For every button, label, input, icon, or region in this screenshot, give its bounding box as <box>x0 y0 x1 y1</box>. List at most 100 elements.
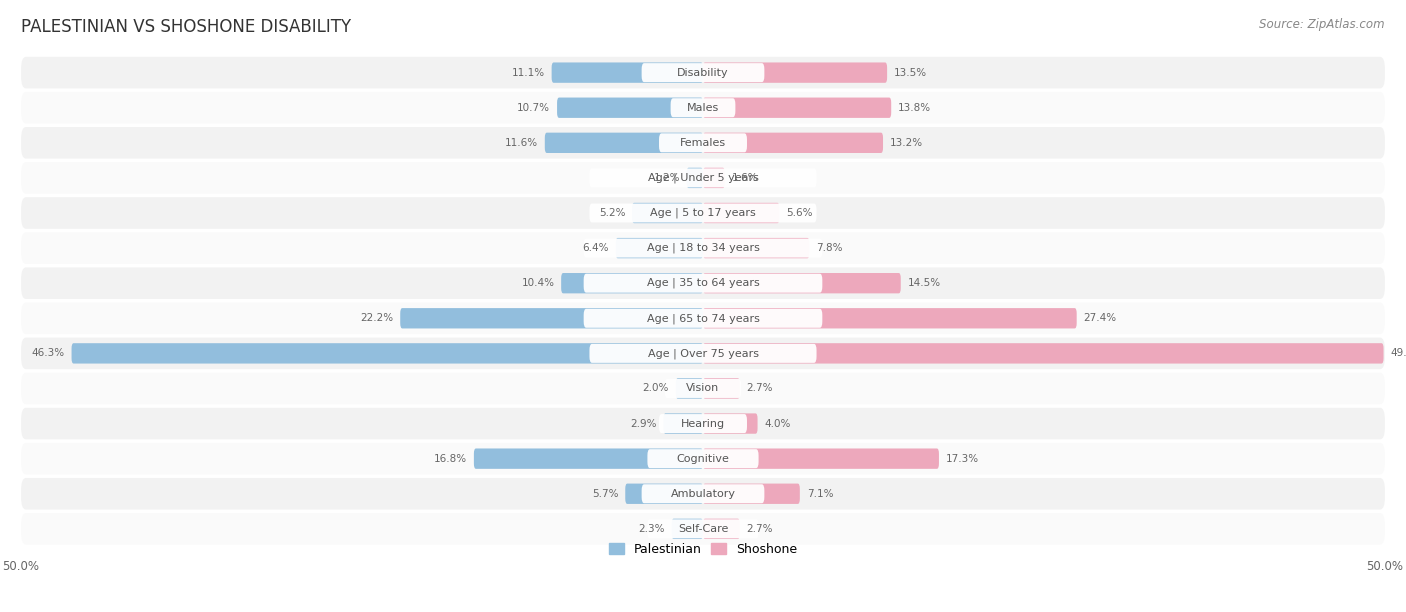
Text: 13.2%: 13.2% <box>890 138 922 148</box>
FancyBboxPatch shape <box>561 273 703 293</box>
Text: 16.8%: 16.8% <box>434 453 467 464</box>
FancyBboxPatch shape <box>659 414 747 433</box>
Text: 46.3%: 46.3% <box>31 348 65 359</box>
Text: 10.4%: 10.4% <box>522 278 554 288</box>
Text: PALESTINIAN VS SHOSHONE DISABILITY: PALESTINIAN VS SHOSHONE DISABILITY <box>21 18 351 36</box>
Text: Disability: Disability <box>678 68 728 78</box>
FancyBboxPatch shape <box>21 302 1385 334</box>
Text: 4.0%: 4.0% <box>765 419 790 428</box>
Text: 2.7%: 2.7% <box>747 384 773 394</box>
FancyBboxPatch shape <box>551 62 703 83</box>
FancyBboxPatch shape <box>474 449 703 469</box>
Text: 13.5%: 13.5% <box>894 68 927 78</box>
FancyBboxPatch shape <box>672 518 703 539</box>
Text: Age | 18 to 34 years: Age | 18 to 34 years <box>647 243 759 253</box>
Text: 10.7%: 10.7% <box>517 103 550 113</box>
Text: Age | Under 5 years: Age | Under 5 years <box>648 173 758 183</box>
Text: 5.6%: 5.6% <box>786 208 813 218</box>
FancyBboxPatch shape <box>583 309 823 328</box>
FancyBboxPatch shape <box>626 483 703 504</box>
Text: 14.5%: 14.5% <box>908 278 941 288</box>
FancyBboxPatch shape <box>703 273 901 293</box>
FancyBboxPatch shape <box>703 413 758 434</box>
Legend: Palestinian, Shoshone: Palestinian, Shoshone <box>609 543 797 556</box>
Text: 2.7%: 2.7% <box>747 524 773 534</box>
Text: Age | Over 75 years: Age | Over 75 years <box>648 348 758 359</box>
FancyBboxPatch shape <box>21 92 1385 124</box>
FancyBboxPatch shape <box>583 274 823 293</box>
Text: 7.1%: 7.1% <box>807 489 834 499</box>
FancyBboxPatch shape <box>703 62 887 83</box>
Text: 5.7%: 5.7% <box>592 489 619 499</box>
FancyBboxPatch shape <box>686 168 703 188</box>
Text: 17.3%: 17.3% <box>946 453 979 464</box>
FancyBboxPatch shape <box>703 518 740 539</box>
FancyBboxPatch shape <box>659 133 747 152</box>
FancyBboxPatch shape <box>544 133 703 153</box>
Text: 1.6%: 1.6% <box>731 173 758 183</box>
FancyBboxPatch shape <box>589 168 817 187</box>
Text: 11.1%: 11.1% <box>512 68 544 78</box>
Text: Age | 35 to 64 years: Age | 35 to 64 years <box>647 278 759 288</box>
FancyBboxPatch shape <box>21 57 1385 88</box>
Text: Age | 65 to 74 years: Age | 65 to 74 years <box>647 313 759 324</box>
FancyBboxPatch shape <box>703 133 883 153</box>
FancyBboxPatch shape <box>21 338 1385 369</box>
Text: 22.2%: 22.2% <box>360 313 394 323</box>
Text: Hearing: Hearing <box>681 419 725 428</box>
FancyBboxPatch shape <box>633 203 703 223</box>
Text: Males: Males <box>688 103 718 113</box>
FancyBboxPatch shape <box>641 63 765 82</box>
Text: Ambulatory: Ambulatory <box>671 489 735 499</box>
Text: 2.9%: 2.9% <box>630 419 657 428</box>
Text: 7.8%: 7.8% <box>817 243 842 253</box>
FancyBboxPatch shape <box>557 97 703 118</box>
Text: Cognitive: Cognitive <box>676 453 730 464</box>
FancyBboxPatch shape <box>703 168 725 188</box>
Text: 5.2%: 5.2% <box>599 208 626 218</box>
FancyBboxPatch shape <box>21 478 1385 510</box>
FancyBboxPatch shape <box>647 520 759 539</box>
Text: 1.2%: 1.2% <box>654 173 681 183</box>
Text: 49.9%: 49.9% <box>1391 348 1406 359</box>
FancyBboxPatch shape <box>21 443 1385 474</box>
FancyBboxPatch shape <box>589 204 817 223</box>
FancyBboxPatch shape <box>583 239 823 258</box>
FancyBboxPatch shape <box>616 238 703 258</box>
FancyBboxPatch shape <box>21 162 1385 194</box>
FancyBboxPatch shape <box>703 97 891 118</box>
FancyBboxPatch shape <box>664 413 703 434</box>
FancyBboxPatch shape <box>589 344 817 363</box>
FancyBboxPatch shape <box>641 484 765 503</box>
FancyBboxPatch shape <box>703 238 810 258</box>
FancyBboxPatch shape <box>703 343 1384 364</box>
FancyBboxPatch shape <box>401 308 703 329</box>
Text: Females: Females <box>681 138 725 148</box>
FancyBboxPatch shape <box>703 449 939 469</box>
FancyBboxPatch shape <box>676 378 703 398</box>
FancyBboxPatch shape <box>72 343 703 364</box>
Text: 2.0%: 2.0% <box>643 384 669 394</box>
Text: 11.6%: 11.6% <box>505 138 538 148</box>
Text: Age | 5 to 17 years: Age | 5 to 17 years <box>650 207 756 218</box>
FancyBboxPatch shape <box>671 99 735 117</box>
FancyBboxPatch shape <box>703 378 740 398</box>
FancyBboxPatch shape <box>21 197 1385 229</box>
Text: 2.3%: 2.3% <box>638 524 665 534</box>
FancyBboxPatch shape <box>21 267 1385 299</box>
FancyBboxPatch shape <box>21 233 1385 264</box>
Text: 13.8%: 13.8% <box>898 103 931 113</box>
Text: 6.4%: 6.4% <box>582 243 609 253</box>
FancyBboxPatch shape <box>21 513 1385 545</box>
Text: 27.4%: 27.4% <box>1084 313 1116 323</box>
FancyBboxPatch shape <box>703 203 779 223</box>
FancyBboxPatch shape <box>703 483 800 504</box>
FancyBboxPatch shape <box>665 379 741 398</box>
FancyBboxPatch shape <box>21 127 1385 159</box>
FancyBboxPatch shape <box>647 449 759 468</box>
Text: Self-Care: Self-Care <box>678 524 728 534</box>
Text: Vision: Vision <box>686 384 720 394</box>
FancyBboxPatch shape <box>703 308 1077 329</box>
FancyBboxPatch shape <box>21 373 1385 405</box>
Text: Source: ZipAtlas.com: Source: ZipAtlas.com <box>1260 18 1385 31</box>
